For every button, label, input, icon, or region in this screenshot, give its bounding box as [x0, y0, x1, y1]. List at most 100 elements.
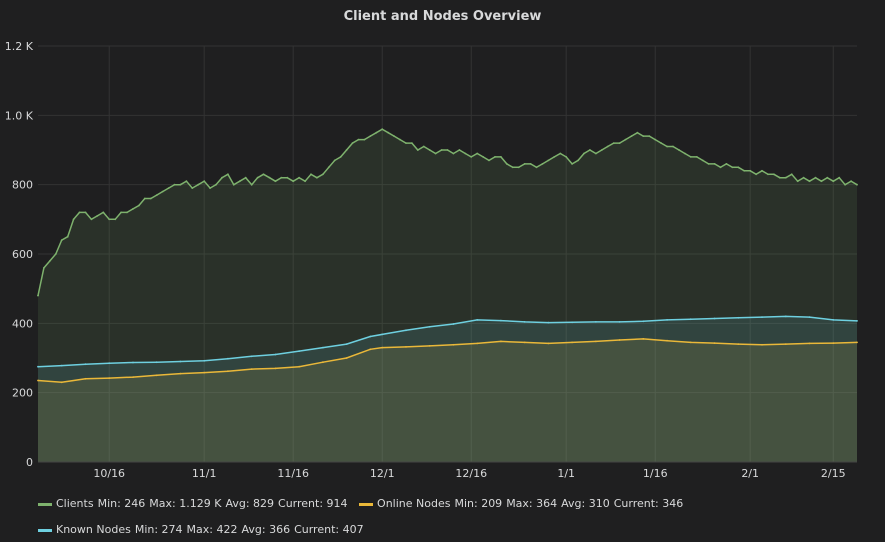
data-point-clients: [826, 176, 829, 179]
data-point-known-nodes: [298, 350, 300, 352]
data-point-clients: [179, 183, 182, 186]
data-point-clients: [630, 135, 633, 138]
data-point-clients: [844, 183, 846, 186]
data-point-clients: [292, 180, 295, 183]
data-point-known-nodes: [84, 363, 87, 366]
data-point-clients: [375, 131, 378, 134]
y-tick-label: 0: [26, 456, 33, 469]
data-point-clients: [167, 187, 170, 190]
legend-label-online-nodes: Online Nodes: [377, 497, 451, 510]
data-point-known-nodes: [345, 343, 348, 345]
data-point-clients: [796, 180, 799, 183]
data-point-clients: [642, 135, 645, 138]
data-point-known-nodes: [547, 321, 550, 324]
panel-title[interactable]: Client and Nodes Overview: [343, 9, 542, 24]
data-point-clients: [660, 142, 663, 145]
series-area-online-nodes: [38, 338, 857, 462]
data-point-online-nodes: [452, 343, 455, 346]
data-point-online-nodes: [856, 341, 858, 344]
data-point-online-nodes: [476, 342, 479, 345]
data-point-online-nodes: [737, 343, 740, 345]
legend-current-known-nodes: Current: 407: [294, 523, 364, 536]
data-point-online-nodes: [523, 341, 526, 344]
data-point-clients: [583, 152, 585, 155]
data-point-clients: [571, 163, 573, 165]
legend-label-known-nodes: Known Nodes: [56, 523, 131, 536]
data-point-clients: [595, 152, 597, 155]
data-point-clients: [102, 211, 105, 214]
legend-current-online-nodes: Current: 346: [613, 497, 684, 510]
data-point-clients: [684, 152, 686, 155]
x-tick-label: 2/1: [741, 467, 759, 480]
data-point-clients: [838, 176, 841, 179]
data-point-clients: [761, 169, 763, 172]
data-point-online-nodes: [37, 379, 39, 382]
data-point-clients: [802, 176, 805, 179]
data-point-known-nodes: [784, 315, 787, 318]
data-point-known-nodes: [832, 319, 835, 321]
data-point-clients: [606, 145, 609, 148]
data-point-online-nodes: [322, 361, 324, 364]
legend-item-clients[interactable]: Clients Min: 246 Max: 1.129 K Avg: 829 Curre…: [38, 497, 348, 510]
y-tick-label: 200: [12, 387, 33, 400]
data-point-clients: [452, 152, 455, 155]
data-point-clients: [725, 163, 728, 165]
legend-avg-clients: Avg: 829: [225, 497, 275, 510]
data-point-online-nodes: [571, 341, 573, 344]
legend-min-known-nodes: Min: 274: [134, 523, 183, 536]
line-chart[interactable]: 0 200 400 600 800 1.0 K 1.2 K 10/16 11/1 11/16 12/…: [0, 0, 885, 495]
legend-item-known-nodes[interactable]: Known Nodes Min: 274 Max: 422 Avg: 366 Curre…: [38, 523, 364, 536]
data-point-known-nodes: [155, 361, 158, 364]
data-point-known-nodes: [713, 317, 716, 320]
data-point-known-nodes: [476, 319, 479, 321]
legend-item-online-nodes[interactable]: Online Nodes Min: 209 Max: 364 Avg: 310 Curr…: [359, 497, 683, 510]
data-point-clients: [666, 145, 668, 148]
data-point-clients: [286, 176, 289, 179]
data-point-clients: [767, 173, 769, 176]
data-point-clients: [280, 176, 283, 179]
data-point-clients: [654, 138, 657, 141]
data-point-clients: [138, 204, 140, 207]
data-point-clients: [416, 149, 419, 151]
data-point-clients: [244, 176, 247, 179]
data-point-clients: [49, 260, 51, 262]
data-point-clients: [155, 194, 158, 197]
data-point-online-nodes: [381, 346, 384, 349]
data-point-clients: [500, 156, 502, 158]
data-point-online-nodes: [155, 374, 158, 377]
data-point-known-nodes: [381, 333, 384, 336]
legend-max-online-nodes: Max: 364: [506, 497, 558, 510]
data-point-online-nodes: [808, 342, 811, 345]
data-point-clients: [559, 152, 562, 155]
data-point-online-nodes: [713, 342, 716, 344]
data-point-known-nodes: [405, 329, 407, 332]
data-point-known-nodes: [322, 346, 324, 349]
data-point-online-nodes: [428, 345, 431, 347]
data-point-online-nodes: [547, 342, 550, 345]
data-point-known-nodes: [60, 364, 63, 367]
x-tick-label: 11/1: [192, 467, 217, 480]
data-point-clients: [221, 176, 223, 179]
y-tick-label: 600: [12, 248, 33, 261]
data-point-online-nodes: [274, 367, 277, 370]
data-point-clients: [790, 173, 793, 176]
data-point-online-nodes: [618, 339, 621, 341]
data-point-known-nodes: [523, 321, 526, 323]
data-point-clients: [749, 169, 752, 172]
series-area-known-nodes: [38, 316, 857, 462]
data-point-clients: [327, 166, 330, 169]
data-point-online-nodes: [689, 341, 692, 344]
data-point-clients: [511, 166, 514, 169]
data-point-clients: [411, 142, 413, 145]
data-point-known-nodes: [642, 320, 645, 323]
data-point-online-nodes: [369, 348, 372, 351]
data-point-known-nodes: [808, 316, 811, 318]
data-point-clients: [612, 142, 615, 145]
data-point-online-nodes: [84, 377, 87, 380]
y-tick-label: 1.0 K: [5, 109, 34, 122]
data-point-clients: [203, 180, 206, 183]
legend-row-2: Known Nodes Min: 274 Max: 422 Avg: 366 Curre…: [38, 523, 372, 536]
data-point-clients: [618, 142, 621, 145]
data-point-clients: [345, 149, 348, 151]
